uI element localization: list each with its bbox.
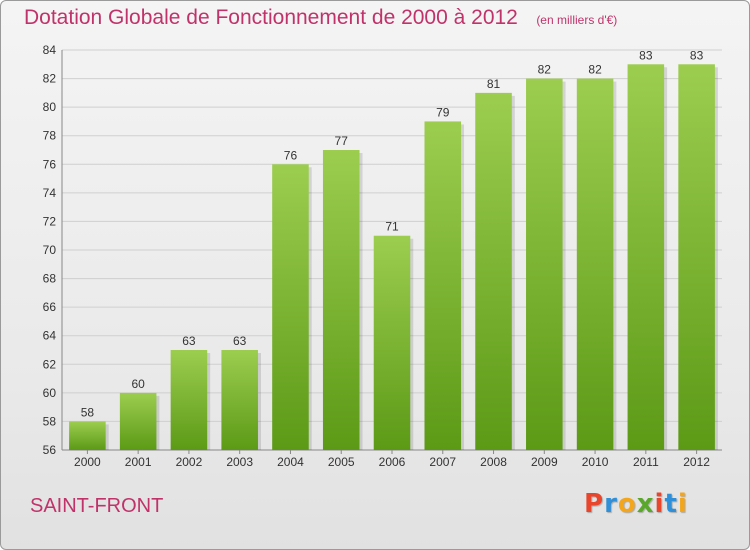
bar-2007 — [424, 121, 462, 450]
x-tick-label: 2001 — [125, 455, 152, 469]
bar-2001 — [119, 392, 157, 450]
data-label: 77 — [335, 134, 349, 148]
x-tick-label: 2010 — [582, 455, 609, 469]
data-label: 81 — [487, 77, 501, 91]
y-tick-label: 72 — [43, 214, 57, 228]
bar-2010 — [576, 78, 614, 451]
data-label: 83 — [690, 48, 704, 62]
x-tick-label: 2000 — [74, 455, 101, 469]
logo-letter: i — [654, 489, 665, 519]
data-label: 71 — [385, 220, 399, 234]
y-tick-label: 70 — [43, 243, 57, 257]
logo-letter: r — [604, 489, 618, 519]
data-labels: 58 60 63 63 76 77 71 79 81 82 82 83 83 — [81, 48, 704, 419]
data-label: 63 — [233, 334, 247, 348]
bars — [69, 64, 718, 451]
data-label: 63 — [182, 334, 196, 348]
y-tick-label: 64 — [43, 329, 57, 343]
y-tick-label: 78 — [43, 129, 57, 143]
y-tick-label: 58 — [43, 414, 57, 428]
title-row: Dotation Globale de Fonctionnement de 20… — [24, 6, 617, 30]
bar-2011 — [627, 64, 665, 451]
bar-2012 — [678, 64, 715, 451]
logo-letter: i — [677, 489, 688, 519]
x-tick-label: 2007 — [429, 455, 456, 469]
data-label: 58 — [81, 405, 95, 419]
y-tick-label: 66 — [43, 300, 57, 314]
logo-letter: P — [584, 489, 605, 519]
bar-2000 — [69, 421, 106, 450]
bar-2006 — [373, 235, 411, 450]
logo-letter: t — [664, 489, 678, 519]
y-tick-label: 84 — [43, 43, 57, 57]
data-label: 83 — [639, 48, 653, 62]
bar-2002 — [170, 350, 208, 450]
bar-2004 — [272, 164, 309, 451]
data-label: 76 — [284, 148, 298, 162]
y-tick-label: 56 — [43, 443, 57, 457]
data-label: 79 — [436, 105, 450, 119]
bar-2005 — [322, 150, 360, 450]
y-tick-label: 62 — [43, 357, 57, 371]
y-tick-label: 80 — [43, 100, 57, 114]
data-label: 60 — [131, 377, 145, 391]
y-tick-label: 74 — [43, 186, 57, 200]
y-tick-label: 68 — [43, 272, 57, 286]
data-label: 82 — [538, 63, 552, 77]
bar-2008 — [475, 92, 512, 450]
proxiti-logo[interactable]: Proxiti — [584, 489, 688, 519]
y-tick-label: 82 — [43, 72, 57, 86]
x-tick-label: 2004 — [277, 455, 304, 469]
bar-2003 — [221, 350, 258, 450]
x-tick-label: 2012 — [683, 455, 710, 469]
y-tick-label: 60 — [43, 386, 57, 400]
x-tick-label: 2008 — [480, 455, 507, 469]
logo-letter: o — [617, 489, 637, 519]
x-tick-label: 2003 — [226, 455, 253, 469]
chart-title: Dotation Globale de Fonctionnement de 20… — [24, 6, 518, 29]
chart-subtitle: (en milliers d'€) — [536, 13, 618, 27]
y-tick-label: 76 — [43, 157, 57, 171]
x-tick-label: 2011 — [633, 455, 659, 469]
commune-name: SAINT-FRONT — [30, 495, 164, 517]
bar-2009 — [526, 78, 563, 451]
x-tick-label: 2005 — [328, 455, 355, 469]
x-tick-label: 2009 — [531, 455, 558, 469]
x-tick-label: 2002 — [176, 455, 203, 469]
x-tick-label: 2006 — [379, 455, 406, 469]
data-label: 82 — [588, 63, 602, 77]
logo-letter: x — [636, 489, 655, 519]
